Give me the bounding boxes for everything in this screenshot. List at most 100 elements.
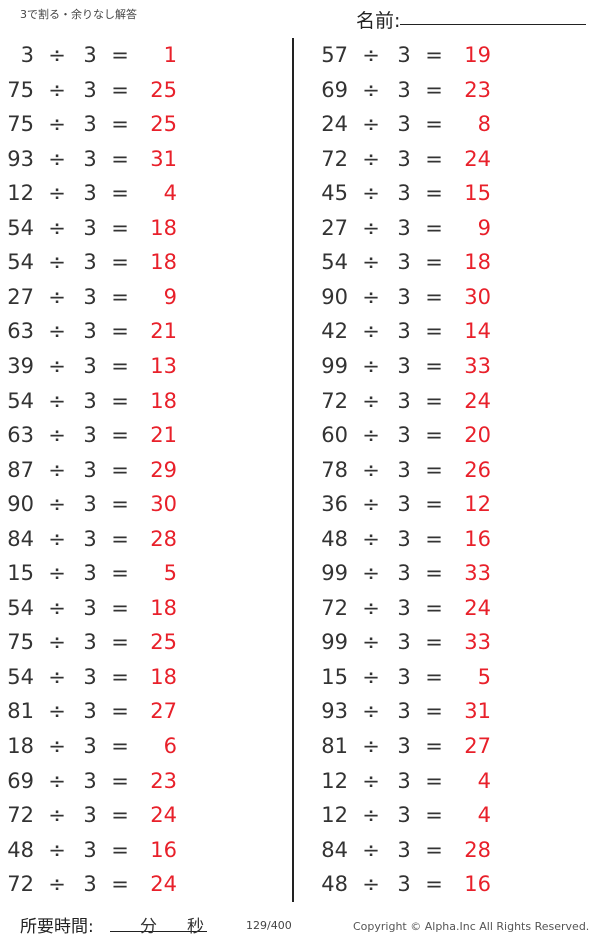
answer: 24 bbox=[464, 146, 491, 171]
answer: 24 bbox=[464, 388, 491, 413]
dividend: 69 bbox=[7, 768, 34, 793]
equals-sign: = bbox=[111, 423, 129, 448]
divide-sign: ÷ bbox=[362, 457, 380, 482]
divisor: 3 bbox=[397, 492, 411, 517]
equals-sign: = bbox=[425, 112, 443, 137]
answer: 4 bbox=[163, 181, 177, 206]
equals-sign: = bbox=[425, 734, 443, 758]
divide-sign: ÷ bbox=[48, 630, 66, 655]
divide-sign: ÷ bbox=[362, 664, 380, 689]
divide-sign: ÷ bbox=[48, 112, 66, 137]
divisor: 3 bbox=[83, 43, 97, 67]
answer: 33 bbox=[464, 630, 491, 655]
divide-sign: ÷ bbox=[48, 803, 66, 828]
answer: 33 bbox=[464, 561, 491, 586]
divide-sign: ÷ bbox=[48, 457, 66, 482]
divisor: 3 bbox=[83, 734, 97, 758]
divide-sign: ÷ bbox=[362, 319, 380, 344]
divisor: 3 bbox=[83, 353, 97, 378]
equals-sign: = bbox=[111, 112, 129, 137]
equals-sign: = bbox=[425, 837, 443, 862]
divisor: 3 bbox=[83, 872, 97, 897]
divisor: 3 bbox=[397, 768, 411, 793]
equals-sign: = bbox=[425, 250, 443, 275]
name-field-line bbox=[400, 24, 586, 25]
divide-sign: ÷ bbox=[48, 43, 66, 67]
time-label: 所要時間: bbox=[20, 917, 94, 937]
answer: 29 bbox=[150, 457, 177, 482]
dividend: 78 bbox=[321, 457, 348, 482]
answer: 30 bbox=[150, 492, 177, 517]
equals-sign: = bbox=[425, 872, 443, 897]
divisor: 3 bbox=[397, 181, 411, 206]
divide-sign: ÷ bbox=[48, 492, 66, 517]
divide-sign: ÷ bbox=[48, 388, 66, 413]
divide-sign: ÷ bbox=[362, 595, 380, 620]
divide-sign: ÷ bbox=[48, 699, 66, 724]
answer: 28 bbox=[464, 837, 491, 862]
divide-sign: ÷ bbox=[362, 284, 380, 309]
divide-sign: ÷ bbox=[48, 561, 66, 586]
equals-sign: = bbox=[111, 43, 129, 67]
equals-sign: = bbox=[425, 526, 443, 551]
divide-sign: ÷ bbox=[48, 181, 66, 206]
divide-sign: ÷ bbox=[362, 250, 380, 275]
equals-sign: = bbox=[111, 768, 129, 793]
divisor: 3 bbox=[83, 595, 97, 620]
equals-sign: = bbox=[425, 284, 443, 309]
answer: 24 bbox=[464, 595, 491, 620]
divide-sign: ÷ bbox=[362, 112, 380, 137]
dividend: 18 bbox=[7, 734, 34, 758]
dividend: 54 bbox=[7, 250, 34, 275]
answer: 28 bbox=[150, 526, 177, 551]
dividend: 15 bbox=[321, 664, 348, 689]
equals-sign: = bbox=[425, 319, 443, 344]
dividend: 99 bbox=[321, 630, 348, 655]
dividend: 42 bbox=[321, 319, 348, 344]
answer: 33 bbox=[464, 353, 491, 378]
equals-sign: = bbox=[425, 457, 443, 482]
divide-sign: ÷ bbox=[362, 146, 380, 171]
divide-sign: ÷ bbox=[362, 215, 380, 240]
answer: 5 bbox=[477, 664, 491, 689]
dividend: 15 bbox=[7, 561, 34, 586]
equals-sign: = bbox=[111, 872, 129, 897]
answer: 25 bbox=[150, 77, 177, 102]
equals-sign: = bbox=[425, 423, 443, 448]
dividend: 45 bbox=[321, 181, 348, 206]
dividend: 69 bbox=[321, 77, 348, 102]
answer: 16 bbox=[464, 872, 491, 897]
divide-sign: ÷ bbox=[362, 77, 380, 102]
divide-sign: ÷ bbox=[48, 734, 66, 758]
equals-sign: = bbox=[111, 492, 129, 517]
dividend: 75 bbox=[7, 77, 34, 102]
divisor: 3 bbox=[83, 146, 97, 171]
dividend: 75 bbox=[7, 630, 34, 655]
divide-sign: ÷ bbox=[362, 803, 380, 828]
dividend: 48 bbox=[321, 872, 348, 897]
equals-sign: = bbox=[111, 630, 129, 655]
answer: 24 bbox=[150, 872, 177, 897]
divisor: 3 bbox=[83, 561, 97, 586]
divide-sign: ÷ bbox=[48, 353, 66, 378]
divisor: 3 bbox=[83, 388, 97, 413]
answer: 23 bbox=[464, 77, 491, 102]
equals-sign: = bbox=[111, 837, 129, 862]
divide-sign: ÷ bbox=[48, 215, 66, 240]
divisor: 3 bbox=[397, 457, 411, 482]
divide-sign: ÷ bbox=[362, 768, 380, 793]
divisor: 3 bbox=[83, 492, 97, 517]
dividend: 99 bbox=[321, 353, 348, 378]
copyright: Copyright © Alpha.Inc All Rights Reserve… bbox=[353, 920, 590, 933]
equals-sign: = bbox=[111, 803, 129, 828]
divisor: 3 bbox=[83, 112, 97, 137]
equals-sign: = bbox=[111, 284, 129, 309]
divisor: 3 bbox=[397, 699, 411, 724]
divide-sign: ÷ bbox=[48, 423, 66, 448]
dividend: 87 bbox=[7, 457, 34, 482]
divisor: 3 bbox=[397, 561, 411, 586]
answer: 23 bbox=[150, 768, 177, 793]
divisor: 3 bbox=[397, 353, 411, 378]
divisor: 3 bbox=[397, 872, 411, 897]
